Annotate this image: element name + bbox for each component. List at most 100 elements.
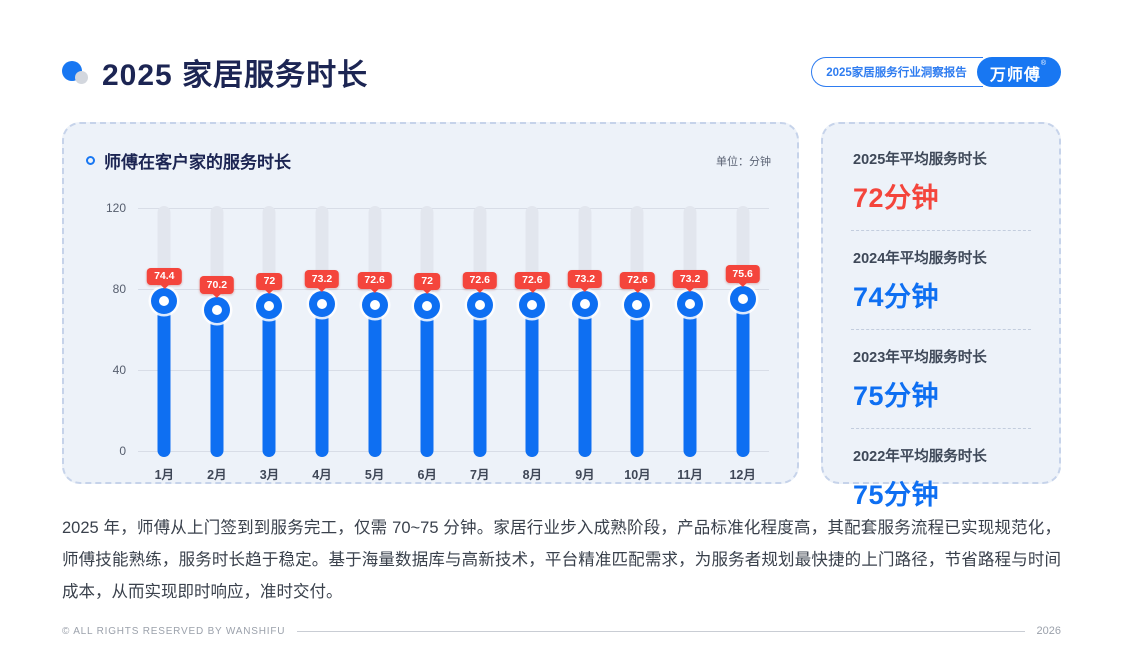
bar bbox=[420, 306, 434, 457]
value-badge: 72 bbox=[414, 272, 441, 294]
gridline bbox=[138, 451, 769, 452]
value-badge: 73.2 bbox=[672, 270, 708, 292]
brand-name: 万师傅 bbox=[989, 67, 1041, 84]
x-axis-label: 9月 bbox=[575, 468, 595, 482]
stat-item-2024: 2024年平均服务时长 74分钟 bbox=[851, 231, 1031, 330]
x-axis-label: 7月 bbox=[470, 468, 490, 482]
x-axis-label: 5月 bbox=[364, 468, 385, 482]
marker-hole bbox=[579, 298, 590, 309]
data-point-marker bbox=[203, 296, 230, 323]
stat-label: 2023年平均服务时长 bbox=[853, 350, 987, 366]
data-point-marker bbox=[466, 292, 493, 318]
unit-label: 单位：分钟 bbox=[716, 155, 771, 168]
registered-mark: ® bbox=[1040, 60, 1047, 67]
value-badge: 74.4 bbox=[147, 267, 182, 289]
summary-paragraph: 2025 年，师傅从上门签到到服务完工，仅需 70~75 分钟。家居行业步入成熟… bbox=[62, 519, 1061, 602]
chart-panel: 师傅在客户家的服务时长 单位：分钟 0 40 80 120 74.4 70.2 72 73.2… bbox=[62, 122, 799, 484]
x-axis-label: 12月 bbox=[729, 468, 756, 482]
brand-logo: 万师傅 ® bbox=[976, 57, 1061, 87]
bar bbox=[525, 305, 539, 457]
copyright-text: © ALL RIGHTS RESERVED BY WANSHIFU bbox=[62, 625, 286, 637]
plot-columns: 74.4 70.2 72 73.2 72.6 72 72.6 72.6 73.2 72.6 73.2… bbox=[138, 206, 769, 457]
stats-panel: 2025年平均服务时长 72分钟 2024年平均服务时长 74分钟 2023年平… bbox=[821, 122, 1061, 510]
chart-column: 72 bbox=[401, 206, 454, 457]
bar bbox=[262, 306, 276, 457]
data-point-marker bbox=[729, 285, 756, 312]
title-bullet-icon bbox=[62, 59, 88, 85]
stat-value: 72分钟 bbox=[853, 183, 940, 213]
chart-column: 72.6 bbox=[611, 206, 664, 457]
chart-header: 师傅在客户家的服务时长 单位：分钟 bbox=[86, 148, 775, 173]
report-badge: 2025家居服务行业洞察报告 bbox=[811, 57, 983, 87]
x-axis-label: 6月 bbox=[417, 468, 437, 482]
y-axis-tick-label: 120 bbox=[105, 201, 126, 215]
bar bbox=[736, 298, 750, 457]
chart-column: 73.2 bbox=[296, 206, 349, 457]
value-badge: 72.6 bbox=[515, 271, 550, 293]
bar bbox=[210, 309, 224, 457]
page-year: 2026 bbox=[1036, 625, 1061, 637]
stat-value: 74分钟 bbox=[853, 282, 940, 312]
gray-dot-icon bbox=[75, 71, 88, 84]
data-point-marker bbox=[414, 293, 441, 320]
bar bbox=[683, 303, 697, 457]
stat-label: 2024年平均服务时长 bbox=[853, 251, 987, 267]
x-axis: 1月 2月 3月 4月 5月 6月 7月 8月 9月 10月 11月 12月 bbox=[138, 464, 769, 483]
legend-ring-icon bbox=[86, 156, 95, 165]
data-point-marker bbox=[519, 292, 546, 318]
stat-item-2022: 2022年平均服务时长 75分钟 bbox=[851, 429, 1031, 527]
marker-hole bbox=[369, 300, 380, 310]
page-footer: © ALL RIGHTS RESERVED BY WANSHIFU 2026 bbox=[62, 625, 1061, 637]
y-axis-tick-label: 80 bbox=[112, 282, 126, 296]
gridline bbox=[138, 208, 769, 209]
y-axis-tick-label: 0 bbox=[119, 444, 126, 458]
x-axis-label: 8月 bbox=[522, 468, 543, 482]
marker-hole bbox=[737, 293, 748, 304]
y-axis-tick-label: 40 bbox=[112, 363, 126, 377]
stat-value: 75分钟 bbox=[853, 381, 940, 411]
x-axis-label: 1月 bbox=[154, 468, 175, 482]
marker-hole bbox=[159, 296, 170, 307]
value-badge: 70.2 bbox=[199, 276, 235, 298]
footer-divider bbox=[297, 630, 1025, 632]
chart-column: 73.2 bbox=[664, 206, 717, 457]
marker-hole bbox=[632, 300, 643, 310]
x-axis-label: 4月 bbox=[312, 468, 332, 482]
page-title: 2025 家居服务时长 bbox=[102, 59, 369, 92]
data-point-marker bbox=[256, 293, 283, 320]
value-badge: 73.2 bbox=[567, 270, 603, 292]
stat-value: 75分钟 bbox=[853, 480, 940, 510]
data-point-marker bbox=[624, 292, 651, 318]
plot: 0 40 80 120 74.4 70.2 72 73.2 72.6 72 72.6 72.6 73.2… bbox=[106, 201, 769, 458]
bar bbox=[315, 303, 329, 457]
marker-hole bbox=[422, 301, 433, 312]
plot-area: 0 40 80 120 74.4 70.2 72 73.2 72.6 72 72.6 72.6 73.2… bbox=[96, 201, 769, 483]
stat-item-2023: 2023年平均服务时长 75分钟 bbox=[851, 330, 1031, 429]
gridline bbox=[138, 289, 769, 290]
x-axis-label: 10月 bbox=[624, 468, 651, 482]
stat-item-2025: 2025年平均服务时长 72分钟 bbox=[851, 132, 1031, 231]
x-axis-label: 2月 bbox=[207, 468, 227, 482]
chart-column: 70.2 bbox=[191, 206, 244, 457]
content-panels: 师傅在客户家的服务时长 单位：分钟 0 40 80 120 74.4 70.2 72 73.2… bbox=[62, 122, 1061, 510]
marker-hole bbox=[685, 298, 696, 309]
value-badge: 75.6 bbox=[725, 265, 760, 287]
chart-title: 师傅在客户家的服务时长 bbox=[104, 153, 291, 172]
bar bbox=[630, 305, 644, 457]
chart-column: 75.6 bbox=[716, 206, 769, 457]
marker-hole bbox=[317, 298, 328, 309]
chart-column: 72.6 bbox=[506, 206, 559, 457]
chart-column: 74.4 bbox=[138, 206, 191, 457]
value-badge: 72.6 bbox=[620, 271, 655, 293]
chart-title-block: 师傅在客户家的服务时长 bbox=[86, 148, 291, 173]
value-badge: 72.6 bbox=[357, 271, 392, 293]
chart-column: 73.2 bbox=[559, 206, 612, 457]
title-block: 2025 家居服务时长 bbox=[62, 50, 368, 94]
marker-hole bbox=[211, 304, 222, 315]
x-axis-label: 11月 bbox=[677, 468, 703, 482]
value-badge: 72 bbox=[256, 272, 283, 294]
value-badge: 72.6 bbox=[462, 271, 497, 293]
data-point-marker bbox=[361, 292, 388, 318]
bar bbox=[578, 303, 592, 457]
